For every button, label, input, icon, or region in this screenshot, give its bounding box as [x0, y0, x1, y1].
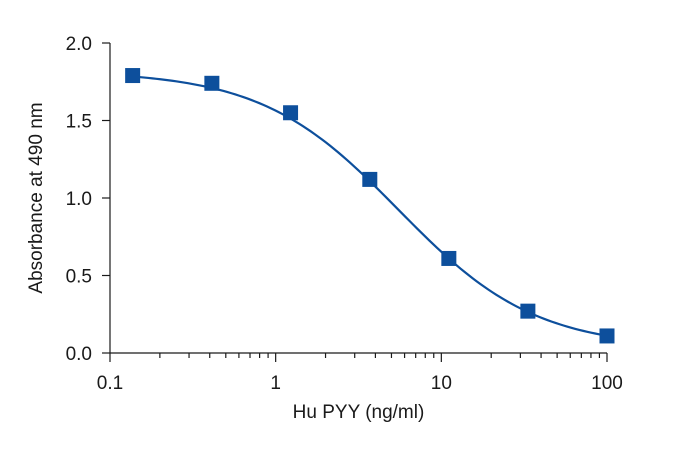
- data-point: [362, 171, 378, 187]
- data-point: [125, 68, 141, 84]
- data-point: [283, 105, 299, 121]
- data-point: [520, 303, 536, 319]
- y-tick-label: 0.0: [66, 344, 92, 365]
- x-axis-title: Hu PYY (ng/ml): [293, 402, 425, 423]
- y-ticks: 0.0 0.5 1.0 1.5 2.0: [66, 34, 110, 365]
- x-ticks: 0.1 1 10 100: [97, 353, 623, 394]
- data-point: [441, 250, 457, 266]
- x-tick-label: 0.1: [97, 373, 123, 394]
- fit-curve-layer: [132, 75, 608, 337]
- y-tick-label: 1.5: [66, 112, 92, 133]
- y-tick-label: 0.5: [66, 267, 92, 288]
- y-axis-title: Absorbance at 490 nm: [26, 102, 47, 293]
- fit-curve: [132, 75, 608, 337]
- x-tick-label: 1: [270, 373, 281, 394]
- data-points: [125, 68, 615, 344]
- data-point: [204, 75, 220, 91]
- data-point: [599, 328, 615, 344]
- y-tick-label: 2.0: [66, 34, 92, 55]
- x-tick-label: 10: [431, 373, 452, 394]
- y-tick-label: 1.0: [66, 189, 92, 210]
- x-tick-label: 100: [591, 373, 623, 394]
